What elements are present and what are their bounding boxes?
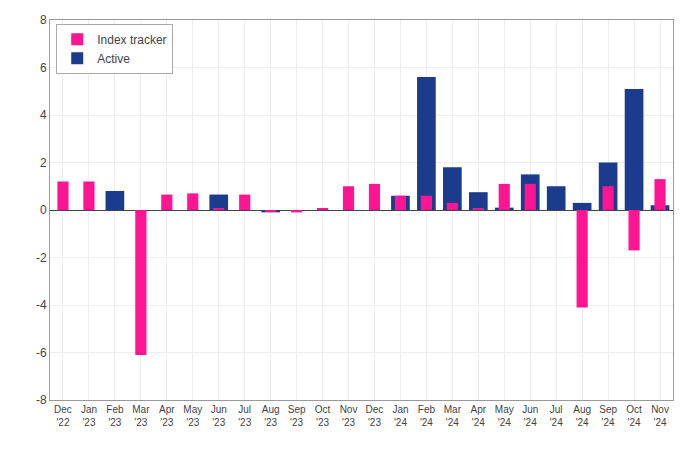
svg-text:Apr'24: Apr'24 bbox=[471, 404, 487, 428]
svg-text:Mar'24: Mar'24 bbox=[444, 404, 462, 428]
svg-text:Jun'23: Jun'23 bbox=[211, 404, 227, 428]
svg-text:Nov'23: Nov'23 bbox=[340, 404, 358, 428]
svg-text:Jun'24: Jun'24 bbox=[522, 404, 538, 428]
svg-text:Jul'24: Jul'24 bbox=[550, 404, 563, 428]
svg-text:Sep'24: Sep'24 bbox=[599, 404, 617, 428]
svg-text:-6: -6 bbox=[36, 346, 47, 360]
svg-text:2: 2 bbox=[40, 156, 47, 170]
svg-text:Jul'23: Jul'23 bbox=[238, 404, 251, 428]
svg-text:May'24: May'24 bbox=[495, 404, 514, 428]
svg-text:Feb'24: Feb'24 bbox=[418, 404, 436, 428]
svg-text:Aug'23: Aug'23 bbox=[262, 404, 280, 428]
svg-text:Dec'22: Dec'22 bbox=[54, 404, 72, 428]
svg-text:Dec'23: Dec'23 bbox=[366, 404, 384, 428]
svg-text:Index tracker: Index tracker bbox=[97, 33, 166, 47]
svg-text:8: 8 bbox=[40, 13, 47, 27]
svg-text:Jan'24: Jan'24 bbox=[392, 404, 408, 428]
svg-text:Apr'23: Apr'23 bbox=[159, 404, 175, 428]
svg-text:May'23: May'23 bbox=[183, 404, 202, 428]
svg-text:0: 0 bbox=[40, 203, 47, 217]
svg-text:Oct'24: Oct'24 bbox=[626, 404, 642, 428]
svg-text:Oct'23: Oct'23 bbox=[315, 404, 331, 428]
svg-text:-8: -8 bbox=[36, 393, 47, 407]
svg-text:6: 6 bbox=[40, 61, 47, 75]
svg-text:Sep'23: Sep'23 bbox=[288, 404, 306, 428]
svg-text:-4: -4 bbox=[36, 298, 47, 312]
svg-text:Active: Active bbox=[97, 52, 130, 66]
svg-text:-2: -2 bbox=[36, 251, 47, 265]
svg-text:4: 4 bbox=[40, 108, 47, 122]
svg-text:Nov'24: Nov'24 bbox=[651, 404, 669, 428]
svg-text:Aug'24: Aug'24 bbox=[573, 404, 591, 428]
svg-text:Jan'23: Jan'23 bbox=[81, 404, 97, 428]
svg-text:Mar'23: Mar'23 bbox=[132, 404, 150, 428]
svg-text:Feb'23: Feb'23 bbox=[106, 404, 124, 428]
